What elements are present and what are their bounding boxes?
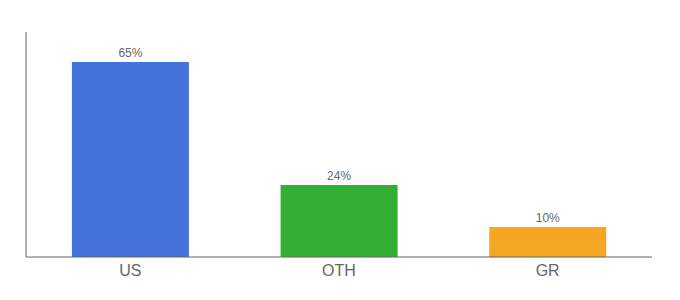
svg-text:GR: GR (536, 262, 560, 279)
svg-text:OTH: OTH (322, 262, 356, 279)
svg-text:65%: 65% (118, 46, 142, 60)
svg-text:24%: 24% (327, 169, 351, 183)
svg-text:US: US (119, 262, 141, 279)
svg-text:10%: 10% (536, 211, 560, 225)
